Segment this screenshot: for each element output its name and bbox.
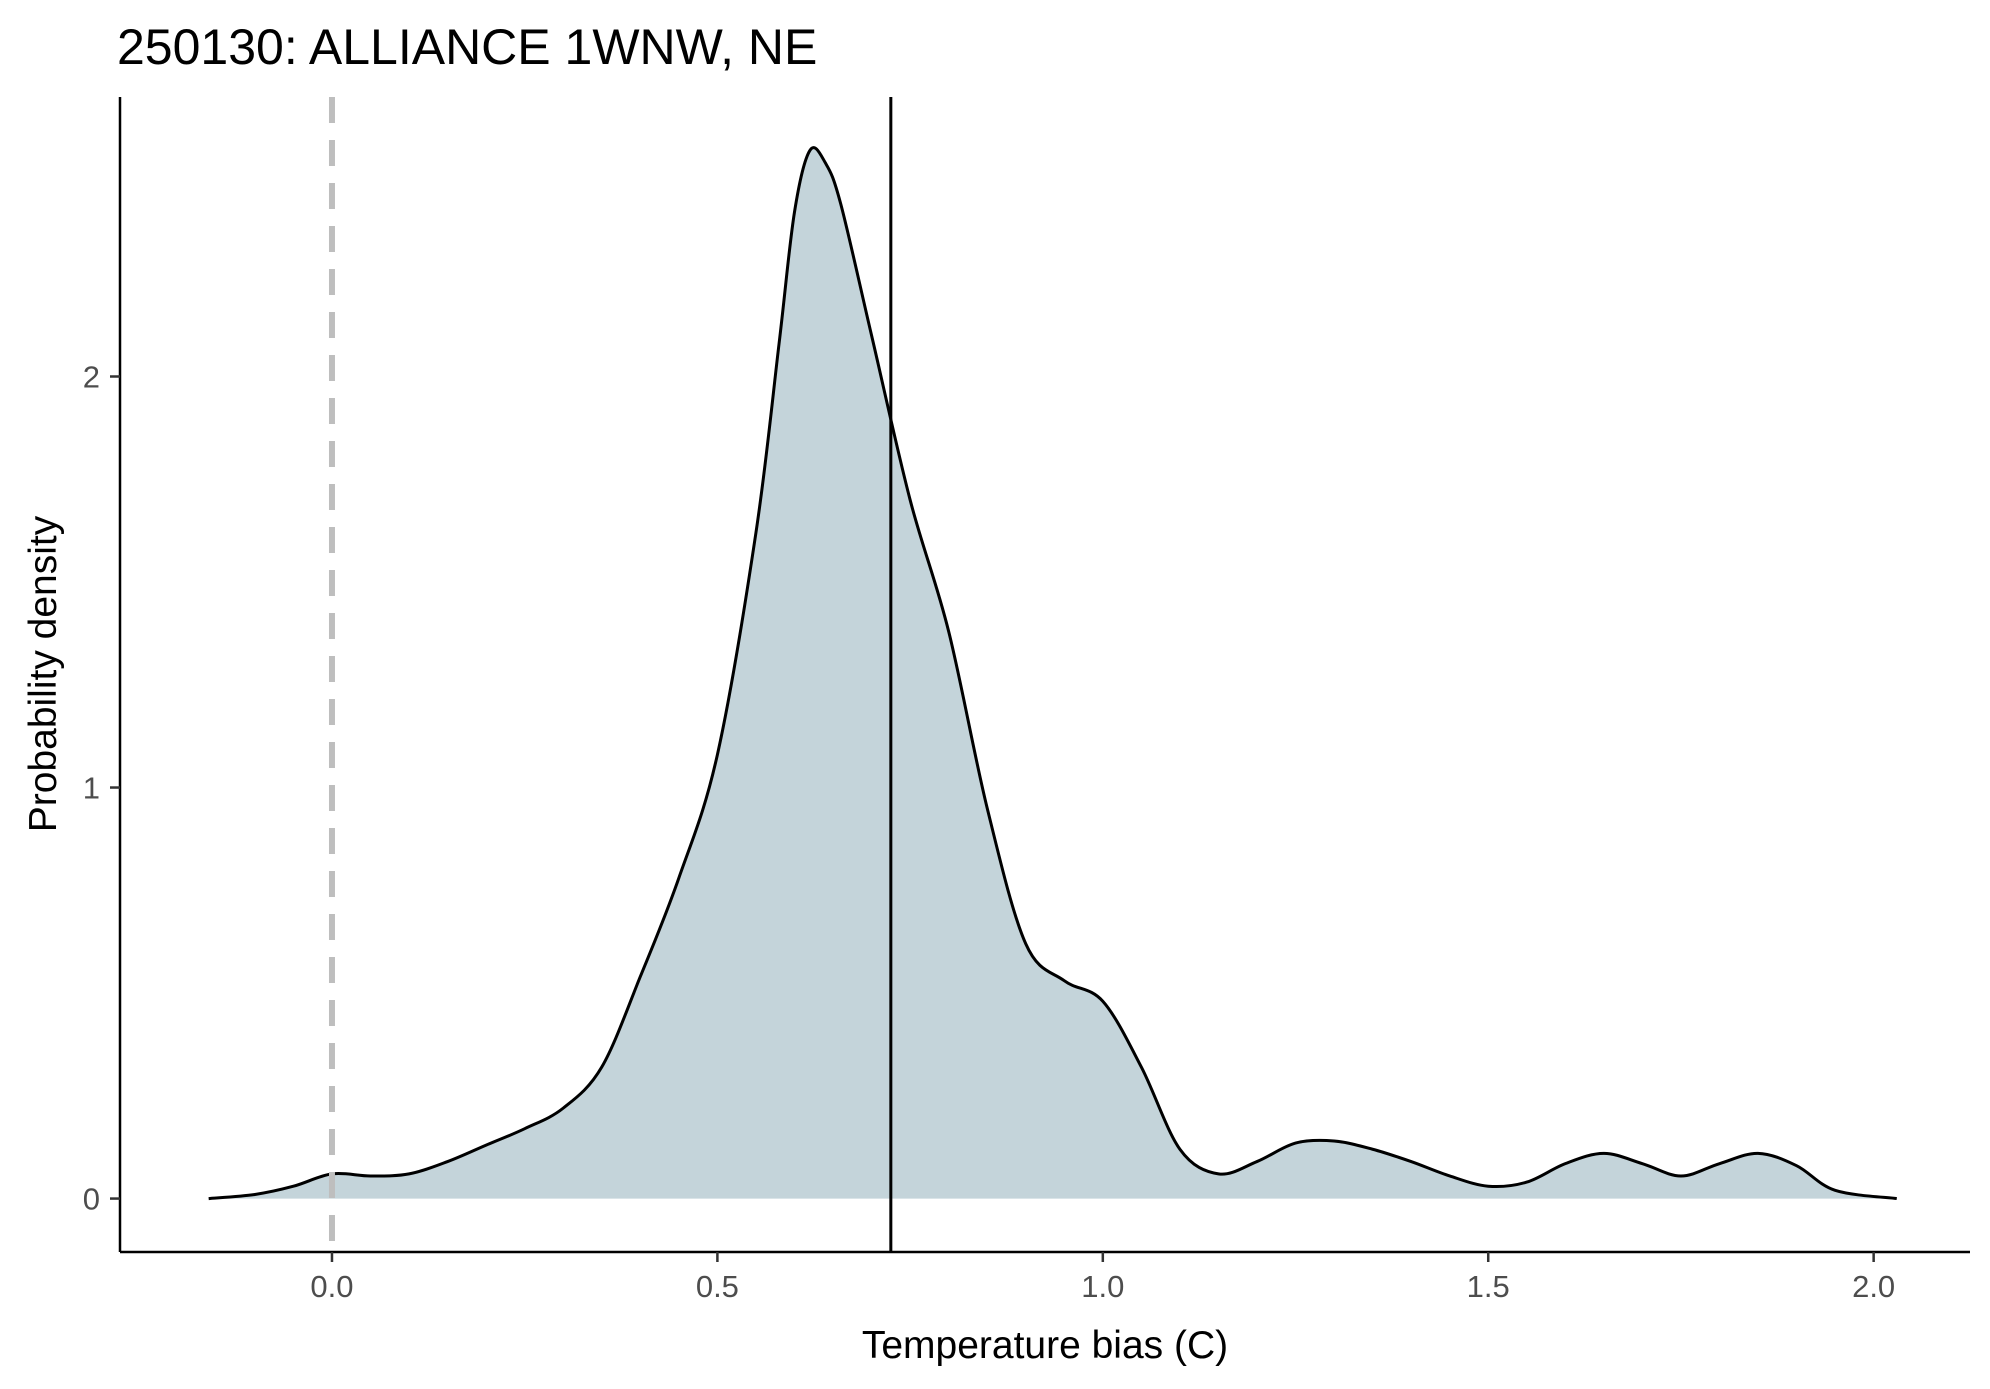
chart-title: 250130: ALLIANCE 1WNW, NE [117, 19, 817, 75]
y-tick-label: 0 [83, 1182, 100, 1217]
x-tick-label: 0.5 [696, 1269, 739, 1304]
x-axis-ticks: 0.0 0.5 1.0 1.5 2.0 [310, 1252, 1895, 1304]
y-axis-title: Probability density [22, 515, 65, 832]
x-tick-label: 2.0 [1852, 1269, 1895, 1304]
y-tick-label: 2 [83, 360, 100, 395]
x-tick-label: 1.5 [1467, 1269, 1510, 1304]
density-area-0 [208, 147, 1897, 1199]
plot-area [208, 97, 1897, 1252]
x-axis-title: Temperature bias (C) [862, 1324, 1228, 1367]
x-tick-label: 1.0 [1081, 1269, 1124, 1304]
density-curve-0 [208, 146, 1897, 1201]
y-tick-label: 1 [83, 771, 100, 806]
x-tick-label: 0.0 [310, 1269, 353, 1304]
y-axis-ticks: 0 1 2 [83, 360, 120, 1217]
